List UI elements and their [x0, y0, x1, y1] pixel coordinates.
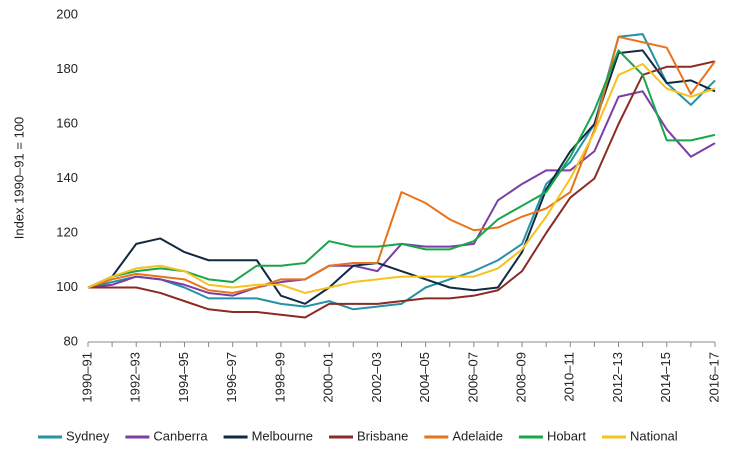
x-tick-label: 2008–09: [514, 352, 529, 403]
y-tick-label: 140: [56, 170, 78, 185]
x-tick-label: 1994–95: [176, 352, 191, 403]
series-line: [87, 33, 716, 311]
legend-label: Hobart: [547, 428, 586, 443]
x-tick-label: 2004–05: [417, 352, 432, 403]
legend-label: Sydney: [66, 428, 110, 443]
y-tick-label: 160: [56, 115, 78, 130]
series-line: [87, 35, 716, 294]
x-tick-label: 1992–93: [128, 352, 143, 403]
x-tick-label: 1996–97: [224, 352, 239, 403]
series-line: [87, 49, 716, 305]
y-tick-label: 120: [56, 224, 78, 239]
y-tick-label: 180: [56, 61, 78, 76]
legend: Sydney Canberra Melbourne Brisbane Adelaide H…: [38, 428, 678, 443]
series-line: [87, 63, 716, 294]
legend-label: Canberra: [153, 428, 208, 443]
y-tick-label: 100: [56, 279, 78, 294]
x-tick-label: 2002–03: [369, 352, 384, 403]
legend-label: Brisbane: [357, 428, 408, 443]
y-tick-label: 80: [64, 333, 78, 348]
x-tick-label: 1990–91: [79, 352, 94, 403]
x-tick-label: 1998–99: [272, 352, 287, 403]
legend-label: Melbourne: [252, 428, 313, 443]
series-line: [87, 49, 716, 289]
x-tick-label: 2012–13: [610, 352, 625, 403]
x-tick-label: 2000–01: [321, 352, 336, 403]
y-tick-label: 200: [56, 6, 78, 21]
x-tick-label: 2006–07: [465, 352, 480, 403]
x-tick-label: 2016–17: [706, 352, 721, 403]
series-line: [88, 60, 716, 319]
x-tick-label: 2014–15: [658, 352, 673, 403]
y-axis-label: Index 1990–91 = 100: [11, 117, 26, 240]
x-tick-label: 2010–11: [562, 352, 577, 402]
legend-label: Adelaide: [452, 428, 503, 443]
legend-label: National: [630, 428, 678, 443]
